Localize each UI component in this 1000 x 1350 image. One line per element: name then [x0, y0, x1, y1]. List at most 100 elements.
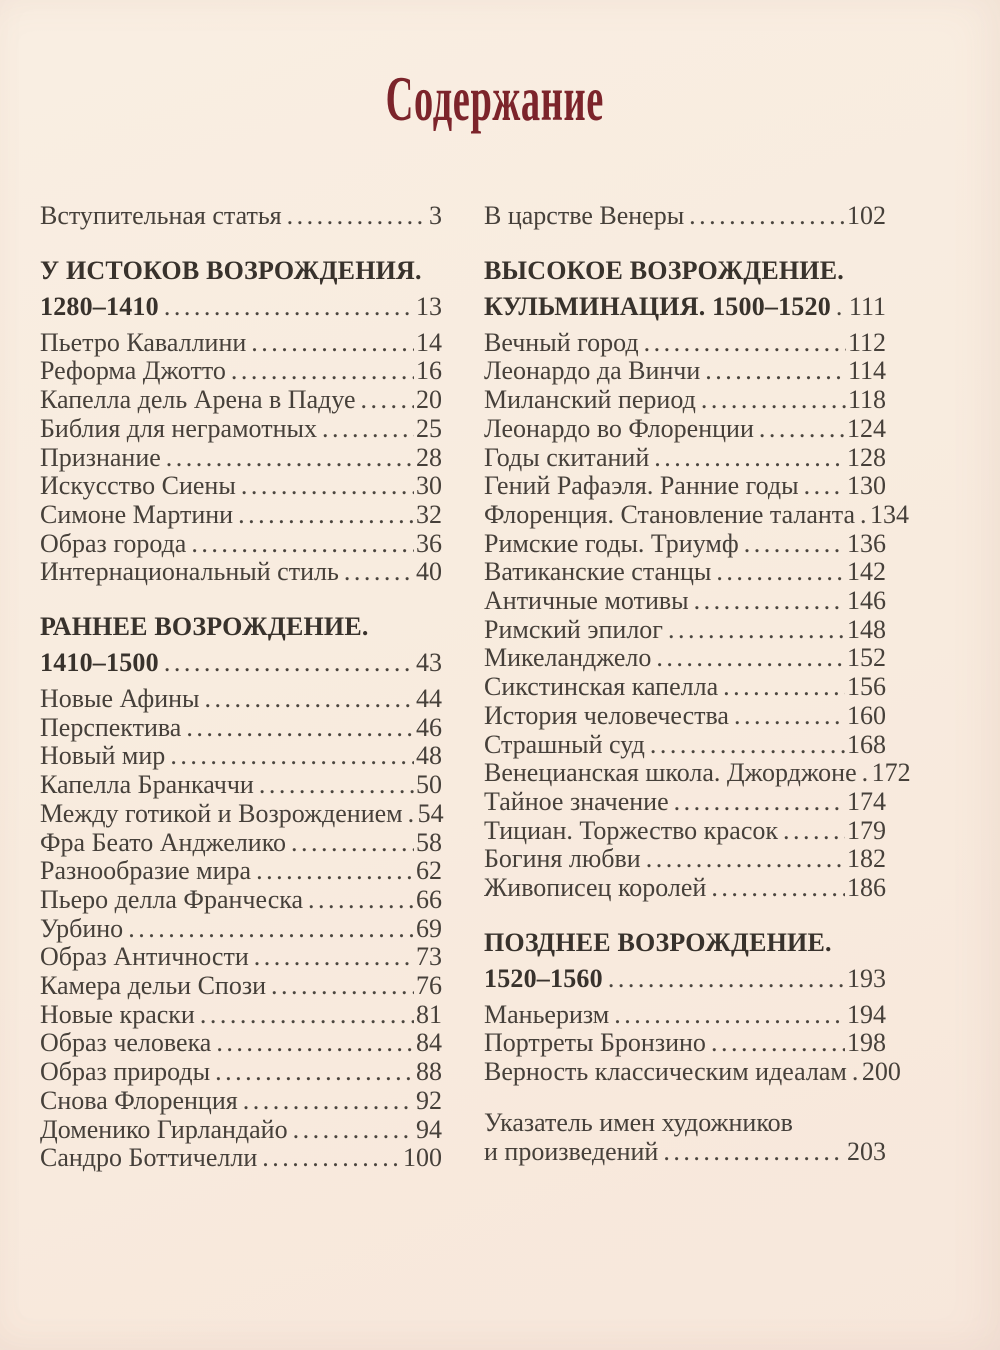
toc-entry: Перспектива 46 [40, 713, 442, 743]
page-number: 179 [847, 815, 886, 845]
toc-entry-label: Портреты Бронзино [484, 1028, 706, 1058]
toc-entry: Миланский период 118 [484, 385, 886, 415]
dot-leader [164, 289, 414, 325]
toc-row: Леонардо да Винчи 114 [484, 357, 886, 386]
dot-leader [694, 587, 845, 616]
page-number: 186 [847, 873, 886, 903]
toc-row: Перспектива 46 [40, 713, 442, 743]
dot-leader [344, 558, 414, 587]
toc-entry: Капелла Бранкаччи 50 [40, 770, 442, 800]
toc-entry: Новые Афины 44 [40, 684, 442, 714]
page-number: 200 [861, 1057, 901, 1087]
page-number: 36 [416, 528, 442, 558]
toc-entry: Леонардо да Винчи 114 [484, 357, 886, 386]
dot-leader [231, 357, 414, 386]
page-number: 43 [416, 648, 442, 678]
page-number: 94 [416, 1114, 442, 1144]
toc-entry: Маньеризм 194 [484, 999, 886, 1030]
toc-entry: Урбино 69 [40, 913, 442, 944]
toc-entry-label: Разнообразие мира [40, 856, 252, 886]
toc-entry-label: Между готикой и Возрождением [40, 798, 403, 828]
dot-leader [701, 386, 846, 415]
dot-leader [287, 202, 427, 231]
toc-entry-label: Ватиканские станцы [484, 557, 712, 587]
dot-leader [650, 731, 845, 760]
toc-entry-label: Годы скитаний [484, 442, 650, 472]
page-number: 112 [847, 327, 886, 357]
toc-entry-label: Фра Беато Анджелико [40, 827, 287, 857]
toc-entry: Страшный суд 168 [484, 729, 886, 760]
toc-entry: Интернациональный стиль 40 [40, 558, 442, 587]
toc-row: Римские годы. Триумф 136 [484, 528, 886, 559]
toc-row: 1520–1560 193 [484, 961, 886, 997]
dot-leader [614, 1001, 845, 1030]
toc-entry-label: Капелла дель Арена в Падуе [40, 385, 356, 415]
toc-entry: Ватиканские станцы 142 [484, 558, 886, 587]
dot-leader [170, 742, 414, 771]
toc-entry-label: Живописец королей [484, 873, 707, 903]
toc-row: В царстве Венеры 102 [484, 201, 886, 231]
page-number: 194 [847, 999, 886, 1029]
toc-row: Вступительная статья 3 [40, 201, 442, 231]
toc-entry-label: Новые краски [40, 999, 195, 1029]
dot-leader [291, 829, 414, 858]
toc-entry: Тициан. Торжество красок 179 [484, 815, 886, 846]
toc-entry: Сикстинская капелла 156 [484, 672, 886, 702]
dot-leader [293, 1116, 414, 1145]
toc-row: Реформа Джотто 16 [40, 357, 442, 386]
toc-row: У ИСТОКОВ ВОЗРОЖДЕНИЯ. [40, 253, 442, 289]
toc-entry-label: Образ человека [40, 1028, 212, 1058]
page-number: 25 [416, 413, 442, 443]
page-number: 172 [871, 758, 911, 788]
toc-row: Миланский период 118 [484, 385, 886, 415]
toc-section: У ИСТОКОВ ВОЗРОЖДЕНИЯ. 1280–1410 13 [40, 253, 442, 325]
toc-row: Портреты Бронзино 198 [484, 1029, 886, 1058]
page-number: 168 [847, 729, 886, 759]
page-number: 160 [847, 700, 886, 730]
dot-leader [238, 501, 414, 530]
dot-leader [259, 771, 414, 800]
toc-entry-label: Вечный город [484, 327, 639, 357]
page-number: 48 [416, 741, 442, 771]
dot-leader [215, 1058, 414, 1087]
page-number: 136 [847, 528, 886, 558]
toc-entry: Фра Беато Анджелико 58 [40, 827, 442, 858]
toc-entry-label: РАННЕЕ ВОЗРОЖДЕНИЕ. [40, 612, 369, 642]
toc-entry-label: Римский эпилог [484, 614, 663, 644]
toc-entry: Новые краски 81 [40, 999, 442, 1030]
toc-entry-label: Маньеризм [484, 999, 610, 1029]
toc-entry: Реформа Джотто 16 [40, 357, 442, 386]
dot-leader [216, 1029, 414, 1058]
toc-column-left: Вступительная статья3 У ИСТОКОВ ВОЗРОЖДЕН… [40, 201, 444, 1173]
toc-row: Урбино 69 [40, 913, 442, 944]
toc-entry-label: Тициан. Торжество красок [484, 815, 779, 845]
toc-row: Указатель имен художников [484, 1108, 886, 1138]
toc-entry-label: Флоренция. Становление таланта [484, 499, 856, 529]
toc-row: Интернациональный стиль 40 [40, 558, 442, 587]
page-number: 81 [416, 999, 442, 1029]
toc-entry: Признание 28 [40, 443, 442, 473]
toc-entry-label: ВЫСОКОЕ ВОЗРОЖДЕНИЕ. [484, 255, 844, 285]
toc-row: Фра Беато Анджелико 58 [40, 827, 442, 858]
toc-entry: В царстве Венеры 102 [484, 201, 886, 231]
toc-row: Новые краски 81 [40, 999, 442, 1030]
toc-row: Гений Рафаэля. Ранние годы 130 [484, 472, 886, 501]
page-number: 88 [416, 1057, 442, 1087]
page-number: 146 [847, 586, 886, 616]
page-number: 92 [416, 1085, 442, 1115]
toc-row: Годы скитаний 128 [484, 442, 886, 473]
toc-entry-label: Страшный суд [484, 729, 645, 759]
toc-entry-label: Камера дельи Спози [40, 971, 267, 1001]
page-title: Содержание [0, 0, 1000, 131]
page-number: 14 [416, 327, 442, 357]
dot-leader [241, 472, 414, 501]
toc-row: Доменико Гирландайо 94 [40, 1114, 442, 1145]
dot-leader [759, 415, 845, 444]
toc-entry-label: Венецианская школа. Джорджоне [484, 758, 857, 788]
page-number: 111 [848, 291, 886, 321]
page-number: 69 [416, 913, 442, 943]
toc-entry: Пьетро Каваллини 14 [40, 327, 442, 358]
dot-leader [251, 329, 414, 358]
page-number: 193 [847, 963, 886, 993]
